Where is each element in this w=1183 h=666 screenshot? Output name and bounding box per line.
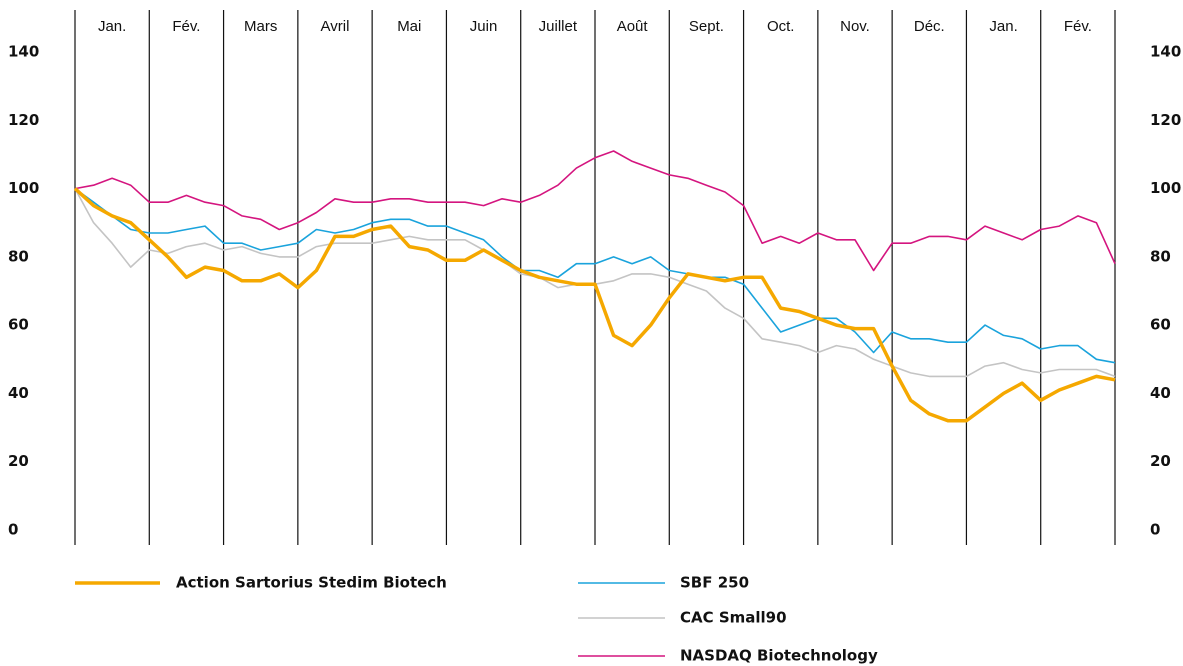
series-line — [74, 150, 1116, 272]
y-tick-label: 100 — [8, 179, 39, 197]
y2-tick-label: 20 — [1150, 452, 1171, 470]
series-line — [73, 187, 1116, 423]
x-tick-label: Oct. — [767, 18, 795, 35]
y-tick-label: 80 — [8, 247, 29, 265]
y-tick-label: 60 — [8, 316, 29, 334]
y-tick-label: 20 — [8, 452, 29, 470]
y2-tick-label: 60 — [1150, 316, 1171, 334]
legend-label: Action Sartorius Stedim Biotech — [176, 574, 447, 592]
y2-tick-label: 40 — [1150, 384, 1171, 402]
y-tick-label: 40 — [8, 384, 29, 402]
y2-tick-label: 80 — [1150, 247, 1171, 265]
y2-tick-label: 0 — [1150, 521, 1160, 539]
x-tick-label: Déc. — [914, 18, 945, 35]
x-tick-label: Sept. — [689, 18, 724, 35]
x-tick-label: Juillet — [539, 18, 578, 35]
x-tick-label: Jan. — [989, 18, 1017, 35]
x-tick-label: Août — [617, 18, 649, 35]
x-tick-label: Nov. — [840, 18, 870, 35]
legend-label: CAC Small90 — [680, 609, 787, 627]
x-tick-label: Juin — [470, 18, 498, 35]
y2-tick-label: 120 — [1150, 111, 1181, 129]
x-tick-label: Fév. — [172, 18, 200, 35]
x-tick-label: Mars — [244, 18, 277, 35]
x-tick-label: Fév. — [1064, 18, 1092, 35]
y-tick-label: 0 — [8, 521, 18, 539]
series-line — [74, 187, 1116, 364]
y2-tick-label: 100 — [1150, 179, 1181, 197]
x-tick-label: Jan. — [98, 18, 126, 35]
legend-label: SBF 250 — [680, 574, 749, 592]
x-tick-label: Avril — [321, 18, 350, 35]
legend-label: NASDAQ Biotechnology — [680, 647, 878, 665]
y-tick-label: 120 — [8, 111, 39, 129]
y2-tick-label: 140 — [1150, 43, 1181, 61]
x-tick-label: Mai — [397, 18, 421, 35]
y-tick-label: 140 — [8, 43, 39, 61]
